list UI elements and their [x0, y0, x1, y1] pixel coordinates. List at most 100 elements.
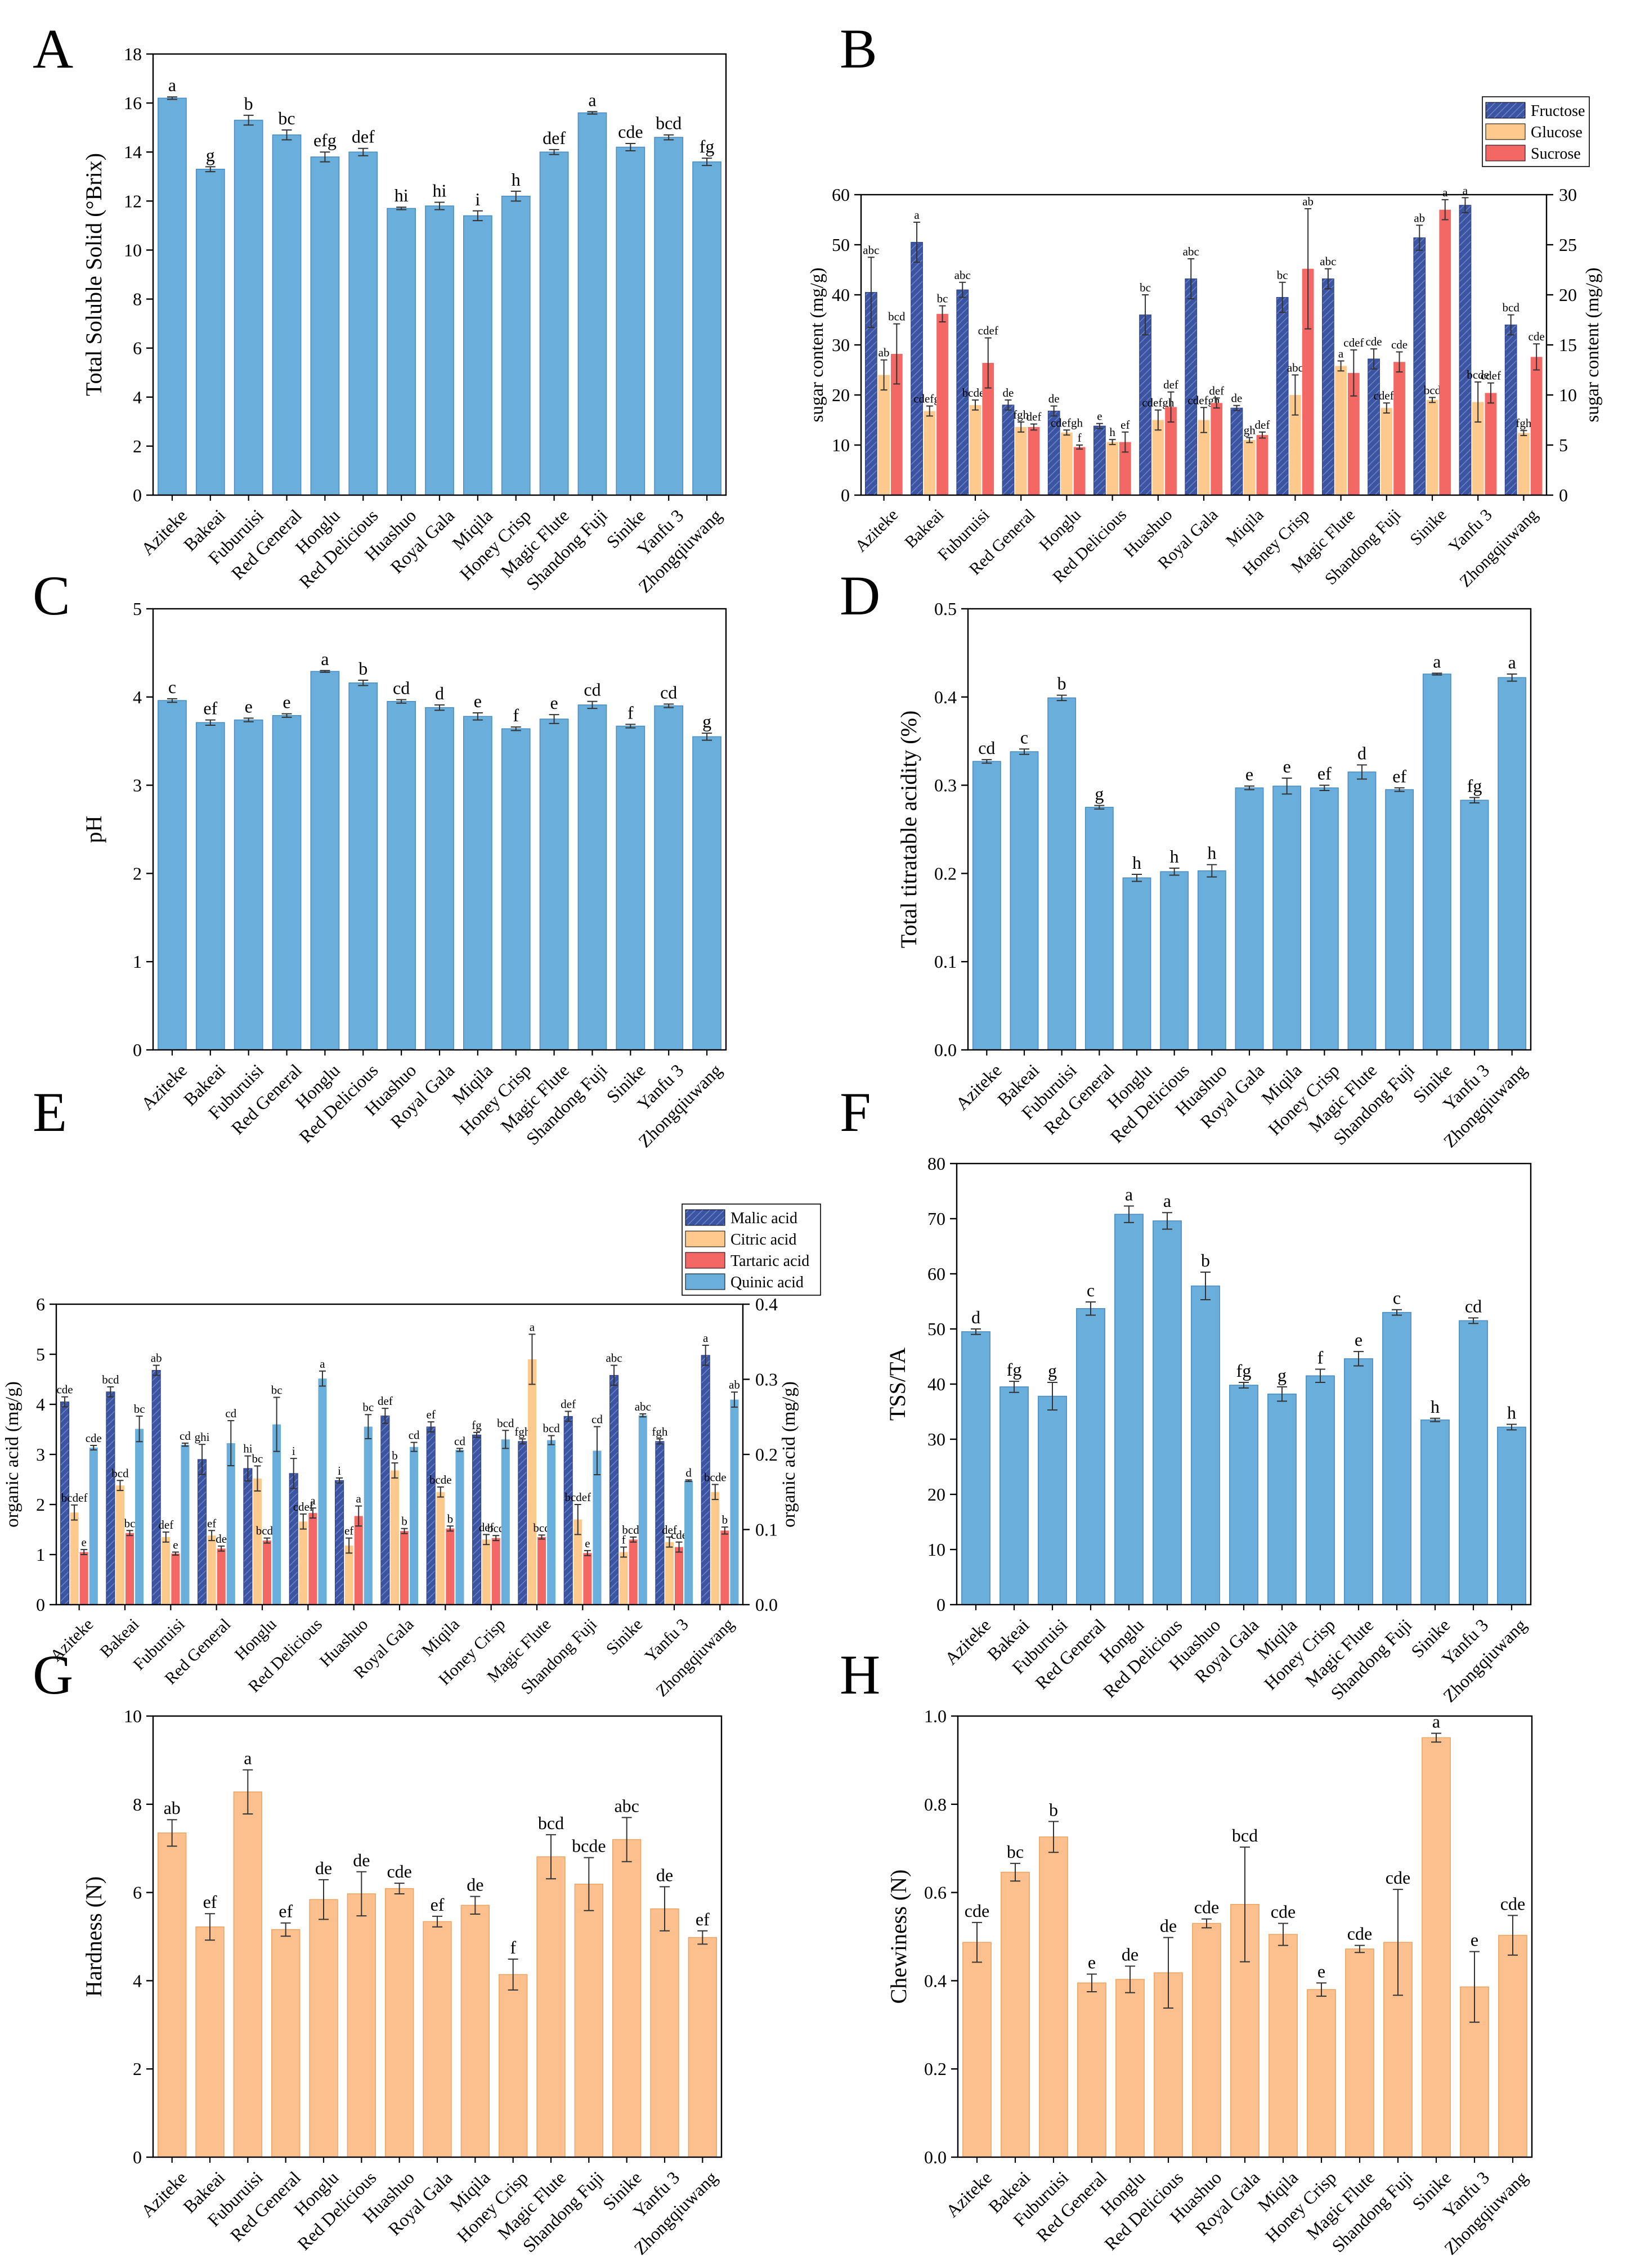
- panel-g-bar: [347, 1893, 376, 2158]
- panel-e-sig-label: def: [479, 1520, 494, 1534]
- panel-b-bar-glucose: [878, 375, 890, 495]
- panel-h-bar: [1422, 1737, 1451, 2158]
- panel-d-bar: [972, 761, 1001, 1050]
- panel-a-sig-label: bc: [278, 108, 295, 128]
- panel-b-legend-swatch: [1485, 102, 1526, 119]
- panel-b-sig-label: bcd: [1424, 383, 1441, 397]
- panel-g-ytick-label: 10: [124, 1706, 142, 1726]
- panel-e-bar-malic-acid: [609, 1375, 619, 1605]
- panel-a-bar: [425, 205, 454, 496]
- panel-e-legend-label: Quinic acid: [730, 1274, 804, 1291]
- panel-e-ytick-right-label: 0.0: [755, 1595, 778, 1615]
- panel-f-sig-label: c: [1087, 1280, 1095, 1300]
- panel-e-sig-label: fgh: [652, 1425, 667, 1438]
- panel-b-sig-label: def: [1255, 418, 1270, 432]
- panel-e-bar-quinic-acid: [318, 1378, 327, 1605]
- panel-b-sig-label: bc: [937, 292, 948, 306]
- panel-e-sig-label: bcd: [102, 1373, 119, 1386]
- panel-a-letter: A: [33, 17, 73, 80]
- panel-h-sig-label: e: [1088, 1952, 1096, 1973]
- panel-e-bar-malic-acid: [380, 1415, 390, 1605]
- panel-g-ylabel: Hardness (N): [81, 1876, 106, 1997]
- panel-e-sig-label: e: [585, 1537, 590, 1550]
- panel-b-bar-fructose: [1185, 279, 1198, 496]
- panel-a-sig-label: i: [475, 189, 480, 209]
- panel-d-bar: [1460, 800, 1489, 1050]
- panel-h-bar: [1498, 1934, 1527, 2158]
- panel-a-ytick-label: 4: [133, 387, 142, 407]
- panel-e-sig-label: ef: [427, 1408, 436, 1421]
- panel-e-bar-citric-acid: [299, 1521, 308, 1605]
- panel-a-ytick-label: 2: [133, 436, 142, 456]
- panel-b-sig-label: a: [1463, 183, 1468, 197]
- panel-d-sig-label: e: [1283, 756, 1291, 776]
- panel-a-sig-label: h: [512, 169, 521, 190]
- panel-e-bar-citric-acid: [573, 1519, 582, 1605]
- panel-c-sig-label: b: [358, 658, 367, 679]
- panel-b-bar-sucrose: [1302, 268, 1314, 495]
- panel-b-ytick-label: 0: [841, 485, 850, 505]
- panel-a-sig-label: hi: [395, 185, 409, 205]
- panel-f-bar: [1114, 1214, 1144, 1605]
- panel-g-ytick-label: 4: [133, 1970, 142, 1991]
- panel-e-sig-label: bcd: [111, 1466, 129, 1480]
- panel-f-bar: [1038, 1395, 1067, 1605]
- panel-h-sig-label: cde: [1500, 1893, 1525, 1914]
- panel-b-bar-sucrose: [890, 354, 903, 495]
- panel-g-sig-label: de: [353, 1850, 370, 1870]
- panel-e-xtick-label: Zhongqiuwang: [652, 1615, 738, 1700]
- panel-d-sig-label: d: [1357, 743, 1366, 764]
- panel-f-letter: F: [840, 1081, 871, 1143]
- panel-h-bar: [962, 1942, 992, 2158]
- panel-e-sig-label: a: [310, 1494, 316, 1507]
- panel-e-legend-swatch: [685, 1273, 725, 1290]
- panel-a-ytick-label: 16: [124, 93, 142, 113]
- panel-a-sig-label: def: [543, 128, 566, 148]
- panel-f-ytick-label: 40: [927, 1374, 945, 1394]
- panel-b-ytick-right-label: 0: [1559, 485, 1568, 505]
- panel-b-sig-label: bcde: [1467, 368, 1489, 381]
- panel-b-bar-glucose: [1198, 420, 1210, 495]
- panel-d-sig-label: h: [1207, 843, 1216, 863]
- panel-b-xtick-label: Sinike: [1406, 505, 1450, 549]
- panel-e-sig-label: bcd: [497, 1416, 514, 1430]
- panel-c-sig-label: a: [321, 649, 329, 669]
- panel-e-bar-quinic-acid: [593, 1450, 602, 1605]
- panel-b-sig-label: def: [1209, 384, 1224, 397]
- panel-d-bar: [1010, 751, 1039, 1050]
- panel-f-sig-label: h: [1507, 1403, 1516, 1423]
- panel-e-bar-citric-acid: [115, 1485, 124, 1605]
- panel-a-bar: [387, 208, 416, 496]
- panel-a-ytick-label: 14: [124, 142, 142, 162]
- panel-d-bar: [1272, 785, 1302, 1050]
- panel-a-sig-label: a: [588, 89, 596, 110]
- panel-b-bar-sucrose: [1347, 372, 1360, 495]
- panel-h-bar: [1039, 1836, 1068, 2158]
- panel-c-sig-label: f: [513, 705, 519, 725]
- panel-b-bar-fructose: [1230, 407, 1243, 496]
- panel-e-bar-tartaric-acid: [446, 1528, 455, 1605]
- panel-e-ytick-label: 6: [36, 1294, 45, 1314]
- panel-h-sig-label: bcd: [1232, 1825, 1258, 1845]
- panel-e-bar-malic-acid: [426, 1426, 436, 1605]
- panel-f-sig-label: g: [1048, 1360, 1057, 1381]
- panel-g-sig-label: de: [656, 1865, 673, 1885]
- panel-e-bar-tartaric-acid: [79, 1552, 88, 1605]
- panel-b-bar-sucrose: [936, 313, 948, 495]
- panel-f-bar: [1267, 1393, 1297, 1605]
- panel-g-bar: [499, 1974, 528, 2158]
- panel-c-bar: [234, 719, 263, 1050]
- panel-c-bar: [425, 707, 454, 1050]
- panel-g-xtick-label: Aziteke: [137, 2167, 191, 2221]
- panel-e-xtick-label: Sinike: [603, 1615, 647, 1659]
- panel-f-sig-label: a: [1163, 1191, 1171, 1211]
- panel-e-sig-label: cd: [225, 1407, 236, 1420]
- panel-h-bar: [1192, 1923, 1221, 2158]
- panel-c-bar: [539, 718, 569, 1050]
- panel-c-sig-label: cd: [584, 680, 600, 700]
- panel-b-bar-glucose: [969, 405, 981, 495]
- panel-e-bar-citric-acid: [436, 1492, 445, 1605]
- panel-c: cef e ea bcd d efecdfcdg012345AzitekeBakeaiFu…: [33, 564, 727, 1151]
- panel-h-sig-label: bc: [1007, 1842, 1024, 1862]
